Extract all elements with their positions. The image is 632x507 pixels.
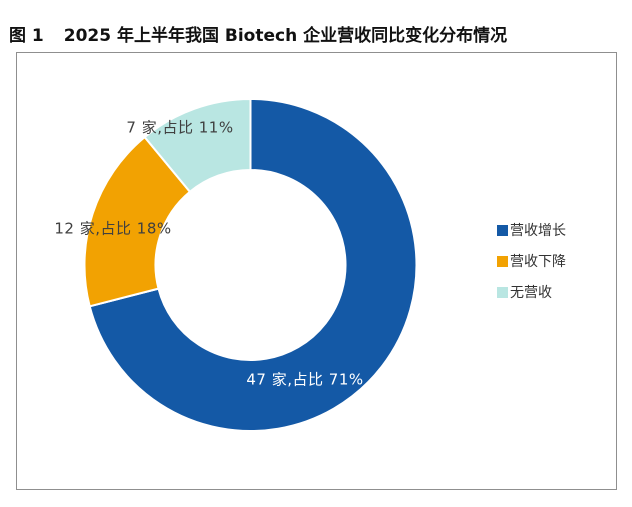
slice-label-revenue-growth: 47 家,占比 71% — [246, 370, 364, 389]
legend-label: 营收增长 — [510, 223, 566, 239]
legend-swatch-icon — [497, 255, 508, 267]
figure-label: 图 1 — [9, 26, 44, 46]
donut-slice-0 — [88, 97, 418, 432]
legend-label: 营收下降 — [510, 254, 566, 270]
legend-label: 无营收 — [510, 285, 552, 301]
legend-item-2: 无营收 — [497, 282, 566, 302]
legend-swatch-icon — [497, 286, 508, 298]
legend-item-0: 营收增长 — [497, 220, 566, 240]
slice-label-no-revenue: 7 家,占比 11% — [126, 118, 234, 137]
chart-frame: 47 家,占比 71% 12 家,占比 18% 7 家,占比 11% 营收增长营… — [16, 52, 617, 490]
donut-slice-2 — [143, 97, 252, 194]
legend-item-1: 营收下降 — [497, 251, 566, 271]
figure-title: 图 1 2025 年上半年我国 Biotech 企业营收同比变化分布情况 — [9, 21, 507, 46]
legend: 营收增长营收下降无营收 — [497, 220, 566, 302]
figure-title-text: 2025 年上半年我国 Biotech 企业营收同比变化分布情况 — [63, 26, 508, 46]
donut-chart — [83, 97, 418, 432]
legend-swatch-icon — [497, 224, 508, 236]
slice-label-revenue-decline: 12 家,占比 18% — [54, 219, 172, 238]
